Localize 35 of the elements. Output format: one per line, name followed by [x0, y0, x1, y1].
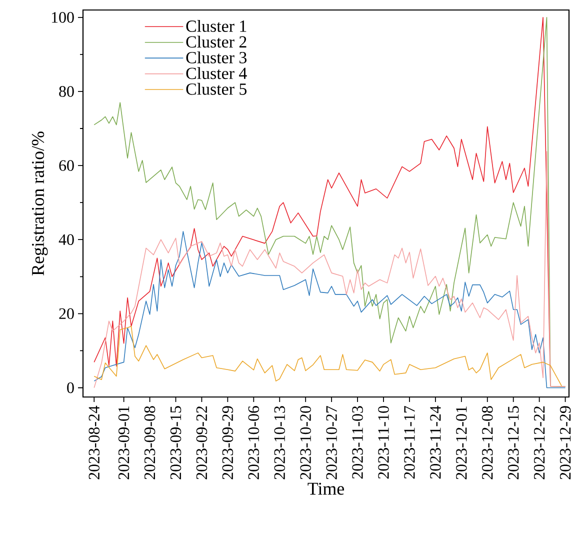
y-axis-title: Registration ratio/%: [32, 132, 48, 276]
x-tick-label: 2023-08-24: [88, 406, 100, 480]
y-tick-label: 0: [67, 382, 74, 394]
x-tick-label: 2023-09-29: [222, 406, 234, 480]
legend-label: Cluster 1: [186, 20, 246, 32]
x-tick-label: 2023-10-13: [274, 406, 286, 480]
x-tick-label: 2023-09-01: [118, 406, 130, 480]
x-tick-label: 2023-12-01: [456, 406, 467, 480]
x-tick-label: 2023-09-15: [170, 406, 182, 480]
x-axis-title: Time: [308, 482, 344, 495]
x-tick-label: 2023-10-06: [248, 406, 260, 480]
x-tick-label: 2023-12-29: [560, 406, 571, 480]
y-tick-label: 20: [59, 308, 74, 320]
x-tick-label: 2023-11-17: [404, 406, 415, 479]
x-tick-label: 2023-12-22: [534, 406, 545, 480]
y-tick-label: 60: [59, 160, 74, 171]
x-tick-label: 2023-11-10: [378, 406, 389, 479]
line-series: [94, 326, 562, 386]
x-tick-label: 2023-11-24: [430, 406, 441, 479]
x-tick-label: 2023-10-20: [300, 406, 311, 480]
x-tick-label: 2023-09-08: [144, 406, 156, 480]
legend-label: Cluster 4: [186, 67, 247, 80]
y-tick-label: 100: [52, 12, 74, 23]
x-tick-label: 2023-09-22: [196, 406, 208, 480]
x-tick-label: 2023-12-08: [482, 406, 493, 480]
line-series: [94, 231, 566, 388]
x-tick-label: 2023-11-03: [352, 406, 363, 479]
y-tick-label: 40: [58, 234, 74, 245]
x-tick-label: 2023-12-15: [508, 406, 519, 480]
y-tick-label: 80: [59, 86, 74, 97]
line-series: [94, 151, 566, 388]
x-tick-label: 2023-10-27: [326, 406, 337, 480]
legend-label: Cluster 3: [186, 51, 247, 64]
legend-label: Cluster 5: [186, 82, 247, 95]
legend-label: Cluster 2: [186, 36, 246, 48]
